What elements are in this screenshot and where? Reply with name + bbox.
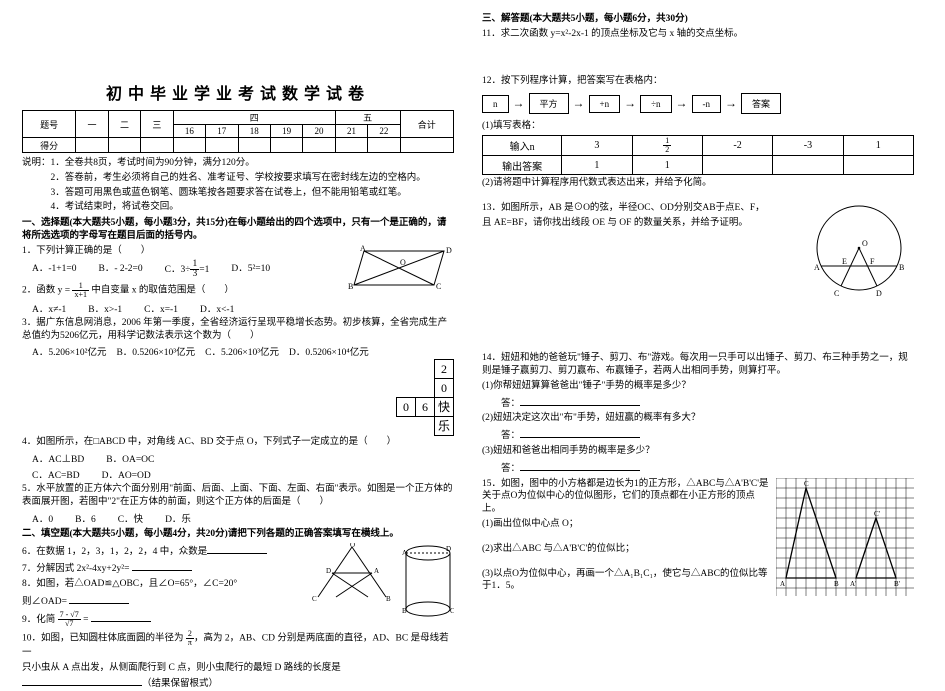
- svg-text:O: O: [400, 258, 406, 267]
- svg-text:C: C: [436, 282, 441, 291]
- note-2: 2．答卷前，考生必须将自己的姓名、准考证号、学校按要求填写在密封线左边的空格内。: [22, 172, 454, 185]
- q4-stem: 4．如图所示，在□ABCD 中，对角线 AC、BD 交于点 O，下列式子一定成立…: [22, 360, 454, 449]
- svg-text:C: C: [312, 595, 317, 603]
- svg-text:C: C: [450, 607, 454, 615]
- q10-stem: 10．如图，已知圆柱体底面圆的半径为 2π，高为 2，AB、CD 分别是两底面的…: [22, 630, 454, 660]
- q4-options: A．AC⊥BDB．OA=OC: [32, 451, 454, 465]
- note-3: 3．答题可用黑色或蓝色钢笔、圆珠笔按各题要求答在试卷上，但不能用铅笔或红笔。: [22, 187, 454, 200]
- svg-text:A: A: [780, 580, 785, 588]
- svg-text:O: O: [350, 543, 355, 549]
- q10-stem-b: 只小虫从 A 点出发，从侧面爬行到 C 点，则小虫爬行的最短 D 路线的长度是（…: [22, 662, 454, 691]
- svg-text:D: D: [446, 545, 451, 553]
- svg-text:A: A: [360, 245, 366, 253]
- cylinder-figure: D C B A: [402, 543, 454, 621]
- q12-sub1: (1)填写表格：: [482, 120, 914, 133]
- q14-e: 答：: [482, 427, 914, 443]
- svg-text:A: A: [814, 263, 820, 272]
- svg-text:B: B: [348, 282, 353, 291]
- q12-sub2: (2)请将题中计算程序用代数式表达出来，并给予化简。: [482, 177, 914, 190]
- q14-c: 答：: [482, 395, 914, 411]
- svg-text:D: D: [876, 289, 882, 298]
- cube-net-figure: 2 0 06快 乐: [396, 360, 454, 436]
- q14-a: 14．妞妞和她的爸爸玩"锤子、剪刀、布"游戏。每次用一只手可以出锤子、剪刀、布三…: [482, 352, 914, 378]
- q14-g: 答：: [482, 460, 914, 476]
- calc-table: 输入n 3 12 -2 -3 1 输出答案11: [482, 135, 914, 175]
- svg-text:F: F: [870, 257, 875, 266]
- svg-text:D: D: [326, 567, 331, 575]
- triangle-figure: O D A C B: [312, 543, 392, 603]
- q5-options: A．0B．6C．快D．乐: [32, 511, 454, 525]
- svg-text:O: O: [862, 239, 868, 248]
- section3-header: 三、解答题(本大题共5小题，每小题6分，共30分): [482, 13, 914, 26]
- flow-diagram: n→ 平方→ +n→ ÷n→ -n→ 答案: [482, 93, 914, 114]
- svg-text:E: E: [842, 257, 847, 266]
- svg-text:C: C: [834, 289, 839, 298]
- q9-stem: 9．化简 7 - √7√7 =: [22, 611, 454, 628]
- parallelogram-figure: A D B C O: [344, 245, 454, 291]
- q5-stem: 5．水平放置的正方体六个面分别用"前面、后面、上面、下面、左面、右面"表示。如图…: [22, 483, 454, 509]
- q2-options: A．x≠-1B．x>-1C．x=-1D．x<-1: [32, 301, 454, 315]
- svg-text:B': B': [894, 580, 900, 588]
- svg-text:B: B: [899, 263, 904, 272]
- section2-header: 二、填空题(本大题共5小题，每小题4分，共20分)请把下列各题的正确答案填写在横…: [22, 528, 454, 541]
- note-4: 4．考试结束时，将试卷交回。: [22, 201, 454, 214]
- exam-title: 初中毕业学业考试数学试卷: [22, 80, 454, 104]
- svg-text:B: B: [386, 595, 391, 603]
- section1-header: 一、选择题(本大题共5小题，每小题3分，共15分)在每小题给出的四个选项中，只有…: [22, 217, 454, 243]
- q3-stem: 3．据广东信息网消息，2006 年第一季度，全省经济运行呈现平稳增长态势。初步核…: [22, 317, 454, 343]
- q14-b: (1)你帮妞妞算算爸爸出"锤子"手势的概率是多少？: [482, 380, 914, 393]
- svg-text:D: D: [446, 246, 452, 255]
- svg-text:C': C': [874, 510, 880, 518]
- circle-figure: O A B E F C D: [804, 200, 914, 300]
- q1-options: A．-1+1=0 B．- 2-2=0 C．3÷13=1 D．5²=10: [32, 260, 340, 280]
- score-table: 题号 一 二 三 四 五 合计 16171819202122 得分: [22, 110, 454, 153]
- note-1: 说明：1．全卷共8页，考试时间为90分钟，满分120分。: [22, 157, 454, 170]
- svg-text:C: C: [804, 480, 809, 488]
- svg-text:B: B: [402, 607, 407, 615]
- q3-options: A．5.206×10²亿元B．0.5206×10³亿元C．5.206×10³亿元…: [32, 344, 454, 358]
- q4-options-2: C．AC=BDD．AO=OD: [32, 467, 454, 481]
- q11-stem: 11．求二次函数 y=x²-2x-1 的顶点坐标及它与 x 轴的交点坐标。: [482, 28, 914, 41]
- svg-text:A: A: [374, 567, 379, 575]
- q12-stem: 12．按下列程序计算，把答案写在表格内：: [482, 75, 914, 88]
- q14-d: (2)妞妞决定这次出"布"手势，妞妞赢的概率有多大？: [482, 412, 914, 425]
- grid-figure: C A B C' A' B': [776, 478, 914, 596]
- svg-text:B: B: [834, 580, 839, 588]
- q14-f: (3)妞妞和爸爸出相同手势的概率是多少？: [482, 445, 914, 458]
- svg-text:A: A: [402, 549, 407, 557]
- svg-text:A': A': [850, 580, 856, 588]
